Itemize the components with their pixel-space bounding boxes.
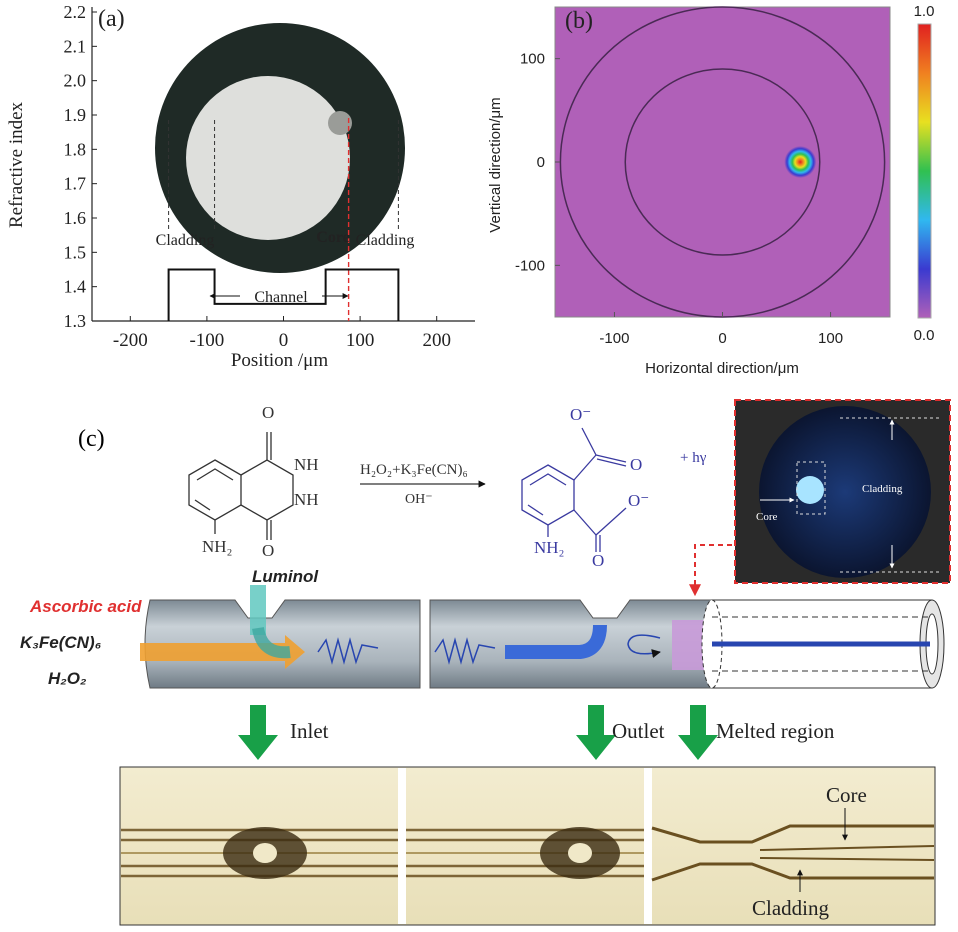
input-label: Ascorbic acid bbox=[29, 597, 142, 616]
reagents: H₂O₂+K₃Fe(CN)₆ bbox=[360, 462, 468, 478]
x-tick-label: -200 bbox=[113, 330, 148, 351]
x-tick-label: 0 bbox=[718, 330, 726, 347]
panel-label: (a) bbox=[98, 6, 125, 32]
y-tick-label: 100 bbox=[520, 51, 545, 68]
inset-label: Core bbox=[756, 511, 778, 523]
x-tick-label: -100 bbox=[189, 330, 224, 351]
y-tick-label: 2.0 bbox=[64, 71, 87, 91]
y-tick-label: 0 bbox=[537, 154, 545, 171]
annotation: Cladding bbox=[356, 232, 415, 249]
arrow-label: Outlet bbox=[612, 719, 665, 743]
input-label: H₂O₂ bbox=[48, 669, 87, 688]
profile-line bbox=[167, 268, 400, 321]
field-background bbox=[554, 6, 891, 318]
x-tick-label: 200 bbox=[422, 330, 451, 351]
x-tick-label: 100 bbox=[346, 330, 375, 351]
chart-a: 1.3 1.4 1.5 1.6 1.7 1.8 1.9 2.0 2.1 2.2 -200 -100 0 1… bbox=[6, 2, 475, 371]
y-tick-label: 1.3 bbox=[64, 311, 87, 331]
annotation: Cladding bbox=[156, 232, 215, 249]
photo-label: Core bbox=[826, 783, 867, 807]
y-tick-label: 2.1 bbox=[64, 36, 87, 56]
luminol-structure bbox=[188, 432, 294, 540]
colorbar-label: 1.0 bbox=[914, 3, 935, 20]
photo-label: Cladding bbox=[752, 896, 829, 920]
intensity-spot bbox=[784, 146, 817, 178]
arrow-label: Melted region bbox=[716, 719, 835, 743]
panel-label: (b) bbox=[565, 8, 593, 34]
atom-label: O⁻ bbox=[628, 491, 649, 510]
fiber-device bbox=[140, 585, 945, 689]
y-tick-label: -100 bbox=[515, 257, 545, 274]
reaction-scheme: (c) O NH NH O NH₂ H₂O₂+K₃Fe(CN)₆ OH⁻ bbox=[78, 403, 707, 570]
flow-arrows bbox=[238, 705, 718, 760]
atom-label: NH₂ bbox=[202, 537, 232, 556]
ring bbox=[624, 68, 821, 256]
x-axis-label: Position /μm bbox=[231, 350, 329, 371]
atom-label: O bbox=[262, 403, 274, 422]
atom-label: NH bbox=[294, 455, 319, 474]
y-tick-label: 1.6 bbox=[64, 208, 87, 228]
colorbar bbox=[917, 23, 932, 319]
panel-label: (c) bbox=[78, 426, 105, 452]
atom-label: NH bbox=[294, 490, 319, 509]
x-tick-label: -100 bbox=[599, 330, 629, 347]
x-tick-label: 100 bbox=[818, 330, 843, 347]
atom-label: O⁻ bbox=[570, 405, 591, 424]
atom-label: O bbox=[592, 551, 604, 570]
fiber-photo bbox=[155, 23, 405, 273]
inset-photo: Core Cladding bbox=[689, 399, 951, 597]
emission: + hγ bbox=[680, 450, 707, 466]
condition: OH⁻ bbox=[405, 492, 433, 507]
atom-label: O bbox=[262, 541, 274, 560]
y-tick-label: 1.7 bbox=[64, 174, 87, 194]
y-tick-label: 1.9 bbox=[64, 105, 87, 125]
x-axis-label: Horizontal direction/μm bbox=[645, 360, 799, 377]
y-tick-label: 1.4 bbox=[64, 277, 87, 297]
micrographs bbox=[119, 766, 936, 926]
y-axis-label: Refractive index bbox=[6, 101, 27, 228]
colorbar-label: 0.0 bbox=[914, 327, 935, 344]
atom-label: NH₂ bbox=[534, 538, 564, 557]
inset-label: Cladding bbox=[862, 483, 903, 495]
y-tick-label: 1.5 bbox=[64, 242, 87, 262]
annotation: Core bbox=[316, 229, 349, 246]
product-structure bbox=[521, 427, 627, 552]
x-tick-label: 0 bbox=[279, 330, 289, 351]
annotation: Channel bbox=[254, 289, 308, 306]
atom-label: O bbox=[630, 455, 642, 474]
input-label: K₃Fe(CN)₆ bbox=[20, 633, 102, 652]
y-tick-label: 1.8 bbox=[64, 139, 87, 159]
chart-b: -100 0 100 -100 0 100 Horizontal direction/μm V… bbox=[487, 3, 934, 377]
arrow-label: Inlet bbox=[290, 719, 329, 743]
inlet-label: Luminol bbox=[252, 567, 319, 586]
y-tick-label: 2.2 bbox=[64, 2, 87, 22]
y-axis-label: Vertical direction/μm bbox=[487, 97, 504, 232]
